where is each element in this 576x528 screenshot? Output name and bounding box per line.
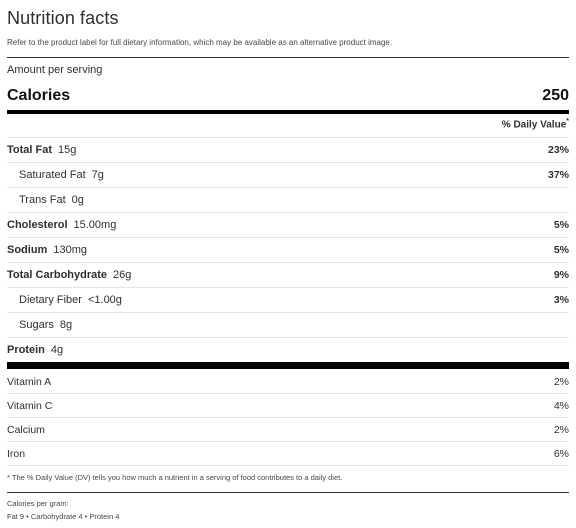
vitamin-row-vitamin-c: Vitamin C 4% bbox=[7, 394, 569, 418]
vitamin-label: Vitamin C bbox=[7, 399, 53, 412]
nutrient-label: Total Carbohydrate bbox=[7, 269, 108, 281]
vitamin-row-iron: Iron 6% bbox=[7, 442, 569, 466]
nutrient-row-sugars: Sugars 8g bbox=[7, 312, 569, 337]
vitamin-dv: 2% bbox=[553, 423, 569, 436]
nutrient-row-total-fat: Total Fat 15g 23% bbox=[7, 137, 569, 162]
nutrient-list: Total Fat 15g 23% Saturated Fat 7g 37% Tra… bbox=[7, 137, 569, 362]
nutrient-dv: 9% bbox=[553, 269, 569, 281]
calories-row: Calories 250 bbox=[7, 84, 569, 108]
nutrient-row-saturated-fat: Saturated Fat 7g 37% bbox=[7, 162, 569, 187]
nutrient-row-trans-fat: Trans Fat 0g bbox=[7, 187, 569, 212]
thick-divider bbox=[7, 362, 569, 369]
daily-value-footnote: * The % Daily Value (DV) tells you how m… bbox=[7, 473, 343, 482]
disclaimer-text: Refer to the product label for full diet… bbox=[7, 38, 393, 47]
nutrient-label: Sodium bbox=[7, 244, 48, 256]
page-title: Nutrition facts bbox=[7, 8, 119, 28]
daily-value-marker: * bbox=[566, 118, 569, 125]
daily-value-header: % Daily Value* bbox=[7, 118, 569, 136]
vitamin-list: Vitamin A 2% Vitamin C 4% Calcium 2% Iro… bbox=[7, 370, 569, 466]
nutrient-amount: 15.00mg bbox=[73, 219, 117, 231]
nutrient-dv: 5% bbox=[553, 219, 569, 231]
nutrient-row-dietary-fiber: Dietary Fiber <1.00g 3% bbox=[7, 287, 569, 312]
nutrient-row-sodium: Sodium 130mg 5% bbox=[7, 237, 569, 262]
nutrient-label: Sugars bbox=[19, 319, 54, 331]
calories-per-gram-label: Calories per gram: bbox=[7, 499, 69, 508]
nutrient-label: Cholesterol bbox=[7, 219, 68, 231]
nutrient-amount: 0g bbox=[71, 194, 84, 206]
calories-per-gram-values: Fat 9 • Carbohydrate 4 • Protein 4 bbox=[7, 512, 120, 521]
nutrient-amount: 7g bbox=[91, 169, 104, 181]
daily-value-header-label: % Daily Value bbox=[501, 119, 567, 131]
nutrient-dv: 3% bbox=[553, 294, 569, 306]
nutrient-label: Protein bbox=[7, 344, 45, 356]
calories-label: Calories bbox=[7, 87, 71, 104]
nutrient-label: Total Fat bbox=[7, 144, 53, 156]
nutrient-row-protein: Protein 4g bbox=[7, 337, 569, 362]
nutrient-amount: 130mg bbox=[53, 244, 87, 256]
vitamin-row-calcium: Calcium 2% bbox=[7, 418, 569, 442]
vitamin-row-vitamin-a: Vitamin A 2% bbox=[7, 370, 569, 394]
nutrient-dv: 23% bbox=[547, 144, 569, 156]
divider bbox=[7, 492, 569, 493]
nutrient-label: Saturated Fat bbox=[19, 169, 86, 181]
vitamin-dv: 6% bbox=[553, 447, 569, 460]
vitamin-label: Vitamin A bbox=[7, 375, 52, 388]
nutrient-amount: 4g bbox=[50, 344, 64, 356]
nutrient-label: Dietary Fiber bbox=[19, 294, 82, 306]
vitamin-label: Calcium bbox=[7, 423, 45, 436]
nutrient-dv: 5% bbox=[553, 244, 569, 256]
vitamin-dv: 2% bbox=[553, 375, 569, 388]
nutrient-label: Trans Fat bbox=[19, 194, 66, 206]
vitamin-label: Iron bbox=[7, 447, 26, 460]
divider bbox=[7, 57, 569, 58]
thick-divider bbox=[7, 110, 569, 114]
nutrient-amount: <1.00g bbox=[87, 294, 122, 306]
amount-per-serving-label: Amount per serving bbox=[7, 64, 103, 76]
calories-value: 250 bbox=[542, 87, 569, 104]
nutrient-amount: 26g bbox=[113, 269, 132, 281]
nutrient-row-total-carbohydrate: Total Carbohydrate 26g 9% bbox=[7, 262, 569, 287]
nutrient-row-cholesterol: Cholesterol 15.00mg 5% bbox=[7, 212, 569, 237]
nutrient-amount: 8g bbox=[59, 319, 73, 331]
nutrient-amount: 15g bbox=[58, 144, 77, 156]
nutrient-dv: 37% bbox=[547, 169, 569, 181]
vitamin-dv: 4% bbox=[553, 399, 569, 412]
